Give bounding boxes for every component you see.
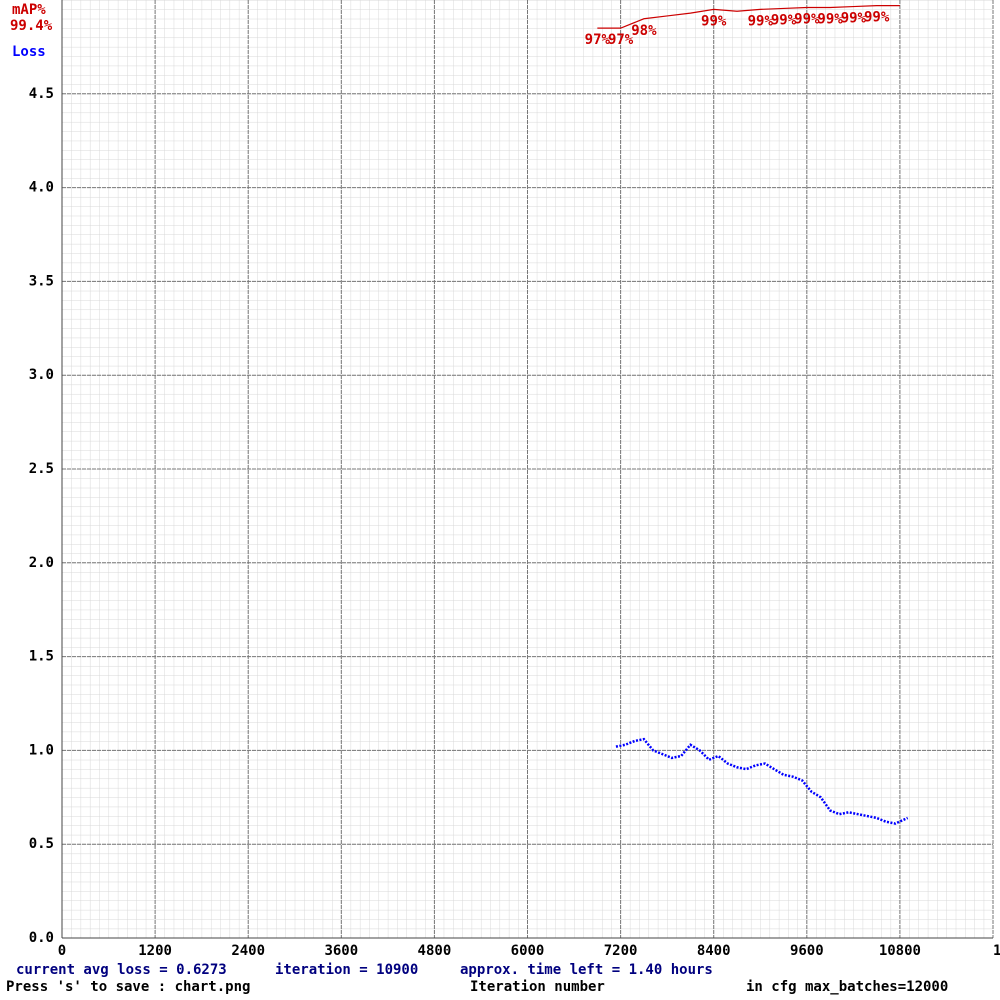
y-tick-label: 1.0 bbox=[29, 742, 54, 758]
y-tick-label: 0.5 bbox=[29, 836, 54, 852]
map-label: 97% bbox=[585, 32, 611, 48]
x-tick-label: 7200 bbox=[604, 943, 638, 959]
x-tick-label: 4800 bbox=[418, 943, 452, 959]
y-tick-label: 3.5 bbox=[29, 273, 54, 289]
x-tick-label: 1200 bbox=[138, 943, 172, 959]
map-label: 99% bbox=[817, 12, 843, 28]
x-tick-label: 2400 bbox=[231, 943, 265, 959]
map-label: 99% bbox=[841, 11, 867, 27]
map-line bbox=[597, 5, 900, 29]
map-label: 99% bbox=[864, 10, 890, 26]
status: current avg loss = 0.6273 bbox=[16, 962, 227, 978]
x-tick-label: 0 bbox=[58, 943, 66, 959]
status: approx. time left = 1.40 hours bbox=[460, 962, 713, 978]
y-tick-label: 2.5 bbox=[29, 461, 54, 477]
map-label: 99% bbox=[794, 12, 820, 28]
x-tick-label: 6000 bbox=[511, 943, 545, 959]
x-tick-label: 9600 bbox=[790, 943, 824, 959]
y-tick-label: 0.0 bbox=[29, 930, 54, 946]
y-tick-label: 4.5 bbox=[29, 86, 54, 102]
status: iteration = 10900 bbox=[275, 962, 418, 978]
y-tick-label: 2.0 bbox=[29, 555, 54, 571]
legend-map: mAP% bbox=[12, 2, 46, 18]
loss-line bbox=[615, 737, 909, 825]
y-tick-label: 1.5 bbox=[29, 649, 54, 665]
map-label: 99% bbox=[701, 13, 727, 29]
y-tick-label: 4.0 bbox=[29, 180, 54, 196]
x-tick-label: 12 bbox=[993, 943, 1000, 959]
x-tick-label: 8400 bbox=[697, 943, 731, 959]
x-axis-label: Iteration number bbox=[470, 979, 605, 995]
y-tick-label: 3.0 bbox=[29, 367, 54, 383]
x-tick-label: 3600 bbox=[324, 943, 358, 959]
legend-loss: Loss bbox=[12, 44, 46, 60]
map-label: 99% bbox=[748, 13, 774, 29]
status: Press 's' to save : chart.png bbox=[6, 979, 250, 995]
x-tick-label: 10800 bbox=[879, 943, 921, 959]
current-map: 99.4% bbox=[10, 18, 53, 34]
status: in cfg max_batches=12000 bbox=[746, 979, 948, 995]
map-label: 99% bbox=[771, 12, 797, 28]
map-label: 97% bbox=[608, 32, 634, 48]
map-label: 98% bbox=[631, 23, 657, 39]
